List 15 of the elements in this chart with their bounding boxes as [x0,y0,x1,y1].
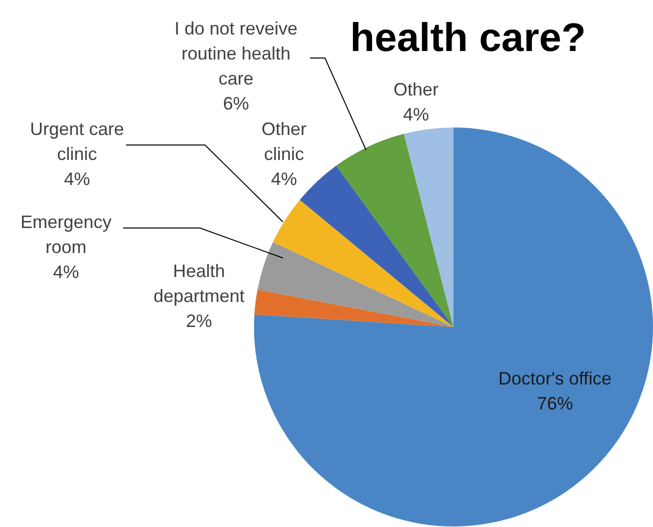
slice-label: Health department [153,260,245,306]
slice-label: Other [393,79,439,100]
slice-label: Emergency room [20,212,112,257]
data-label: 4% [402,104,430,124]
slice-label: Urgent care clinic [30,118,124,164]
slice-label: I do not reveive routine health care [174,18,298,88]
data-label: 2% [186,310,212,331]
slice-label: Other clinic [261,118,307,164]
data-label: 6% [222,93,250,114]
data-label: 4% [64,168,90,189]
slice-label: Doctor's office [498,368,612,388]
data-label: 76% [536,393,574,414]
data-label: 4% [52,262,80,282]
data-label: 4% [270,168,298,189]
chart-title: health care? [350,16,586,60]
